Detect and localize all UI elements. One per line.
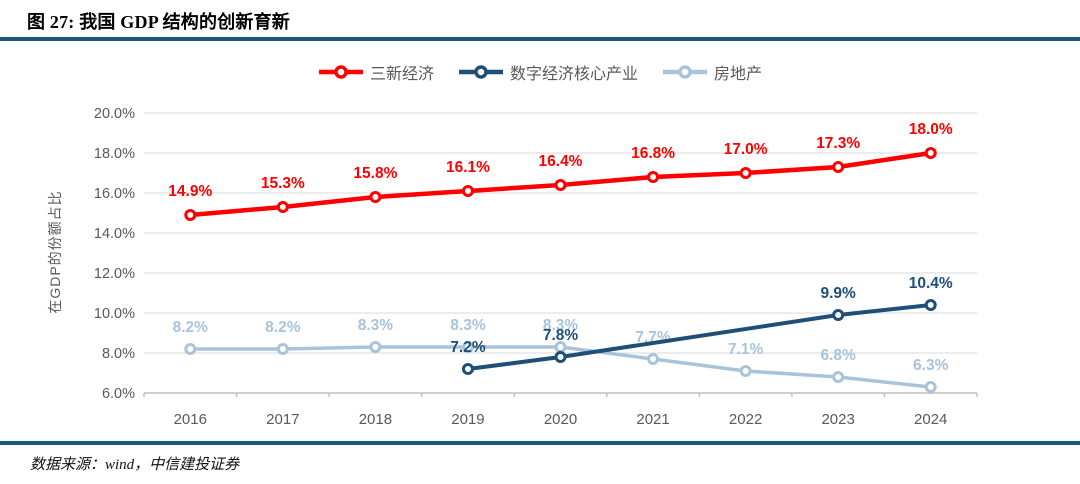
data-point	[369, 341, 382, 353]
data-label: 7.8%	[543, 327, 579, 344]
data-label: 15.8%	[353, 165, 397, 182]
x-tick-label: 2016	[174, 411, 207, 428]
data-label: 16.4%	[539, 153, 583, 170]
title-rule	[0, 37, 1080, 41]
y-tick-label: 16.0%	[94, 186, 135, 202]
data-point	[832, 309, 845, 321]
legend-label: 三新经济	[369, 66, 434, 83]
data-label: 18.0%	[909, 121, 953, 138]
data-point	[924, 299, 937, 311]
data-label: 9.9%	[820, 285, 856, 302]
legend-item-2: 房地产	[662, 60, 762, 84]
data-point	[184, 209, 197, 221]
data-point	[276, 343, 289, 355]
data-label: 17.3%	[816, 135, 860, 152]
data-point	[554, 179, 567, 191]
data-label: 6.3%	[913, 357, 949, 374]
legend-label: 房地产	[714, 66, 763, 83]
legend-marker-icon	[663, 65, 707, 79]
figure-title: 图 27: 我国 GDP 结构的创新育新	[27, 12, 290, 32]
plot-line	[465, 303, 933, 371]
y-tick-label: 20.0%	[94, 106, 135, 122]
data-point	[184, 343, 197, 355]
data-point	[369, 191, 382, 203]
data-point	[832, 371, 845, 383]
data-label: 6.8%	[820, 347, 856, 364]
data-point	[924, 147, 937, 159]
x-tick-label: 2017	[266, 411, 299, 428]
data-label: 16.8%	[631, 145, 675, 162]
data-label: 8.3%	[358, 317, 394, 334]
data-point	[924, 381, 937, 393]
chart-legend: 三新经济 数字经济核心产业 房地产	[0, 60, 1080, 84]
data-label: 8.2%	[173, 319, 209, 336]
data-point	[832, 161, 845, 173]
data-label: 15.3%	[261, 175, 305, 192]
data-point	[554, 351, 567, 363]
y-tick-label: 8.0%	[102, 346, 135, 362]
x-tick-label: 2018	[359, 411, 392, 428]
data-label: 10.4%	[909, 275, 953, 292]
data-point	[739, 167, 752, 179]
data-label: 16.1%	[446, 159, 490, 176]
y-tick-label: 14.0%	[94, 226, 135, 242]
legend-marker-icon	[318, 65, 363, 79]
legend-marker-icon	[458, 65, 503, 79]
x-tick-label: 2023	[821, 411, 854, 428]
legend-label: 数字经济核心产业	[509, 66, 638, 83]
x-tick-label: 2020	[544, 411, 577, 428]
source-rule	[0, 441, 1080, 445]
data-point	[647, 171, 660, 183]
y-tick-label: 12.0%	[94, 266, 135, 282]
data-label: 8.3%	[450, 317, 486, 334]
data-point	[461, 363, 474, 375]
data-label: 7.2%	[450, 339, 486, 356]
x-tick-label: 2024	[914, 411, 947, 428]
x-tick-label: 2021	[636, 411, 669, 428]
y-tick-label: 18.0%	[94, 146, 135, 162]
data-label: 7.1%	[728, 341, 764, 358]
data-point	[647, 353, 660, 365]
legend-item-1: 数字经济核心产业	[458, 60, 638, 84]
data-label: 17.0%	[724, 141, 768, 158]
y-tick-label: 6.0%	[102, 386, 135, 402]
legend-item-0: 三新经济	[318, 60, 434, 84]
data-point	[461, 341, 474, 353]
y-tick-label: 10.0%	[94, 306, 135, 322]
data-point	[461, 185, 474, 197]
data-label: 8.3%	[543, 317, 579, 334]
data-point	[739, 365, 752, 377]
x-tick-label: 2022	[729, 411, 762, 428]
x-tick-label: 2019	[451, 411, 484, 428]
data-label: 8.2%	[265, 319, 301, 336]
source-note: 数据来源：wind，中信建投证券	[30, 457, 240, 473]
data-label: 14.9%	[168, 183, 212, 200]
data-point	[276, 201, 289, 213]
